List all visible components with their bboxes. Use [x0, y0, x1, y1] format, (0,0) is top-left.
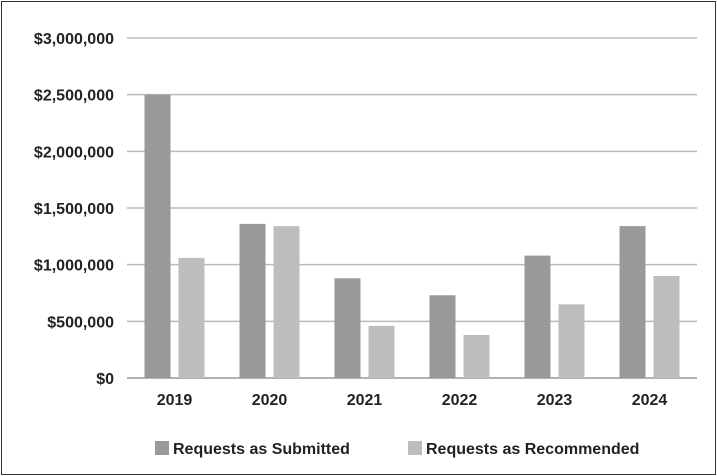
y-tick-label: $3,000,000: [34, 31, 114, 48]
bar-submitted-2023: [524, 255, 551, 378]
y-tick-label: $2,500,000: [34, 88, 114, 105]
bar-submitted-2019: [144, 94, 171, 379]
bar-submitted-2020: [239, 223, 266, 378]
x-tick-label: 2024: [632, 392, 668, 409]
bar-recommended-2024: [653, 276, 680, 378]
bar-recommended-2020: [273, 226, 300, 378]
legend-swatch-recommended: [408, 441, 422, 455]
bar-submitted-2022: [429, 295, 456, 378]
x-tick-label: 2020: [252, 392, 288, 409]
y-tick-label: $1,500,000: [34, 201, 114, 218]
bar-submitted-2021: [334, 278, 361, 378]
y-tick-label: $1,000,000: [34, 258, 114, 275]
bar-submitted-2024: [619, 226, 646, 378]
legend-label-submitted: Requests as Submitted: [173, 441, 350, 458]
legend-swatch-submitted: [155, 441, 169, 455]
legend-label-recommended: Requests as Recommended: [426, 441, 639, 458]
bar-recommended-2022: [463, 334, 490, 378]
bar-recommended-2023: [558, 304, 585, 378]
y-tick-label: $500,000: [47, 314, 114, 331]
x-tick-label: 2019: [157, 392, 193, 409]
y-tick-label: $2,000,000: [34, 144, 114, 161]
bar-recommended-2019: [178, 257, 205, 378]
bar-recommended-2021: [368, 325, 395, 378]
x-tick-label: 2023: [537, 392, 573, 409]
y-tick-label: $0: [96, 371, 114, 388]
x-tick-label: 2022: [442, 392, 478, 409]
x-tick-label: 2021: [347, 392, 383, 409]
